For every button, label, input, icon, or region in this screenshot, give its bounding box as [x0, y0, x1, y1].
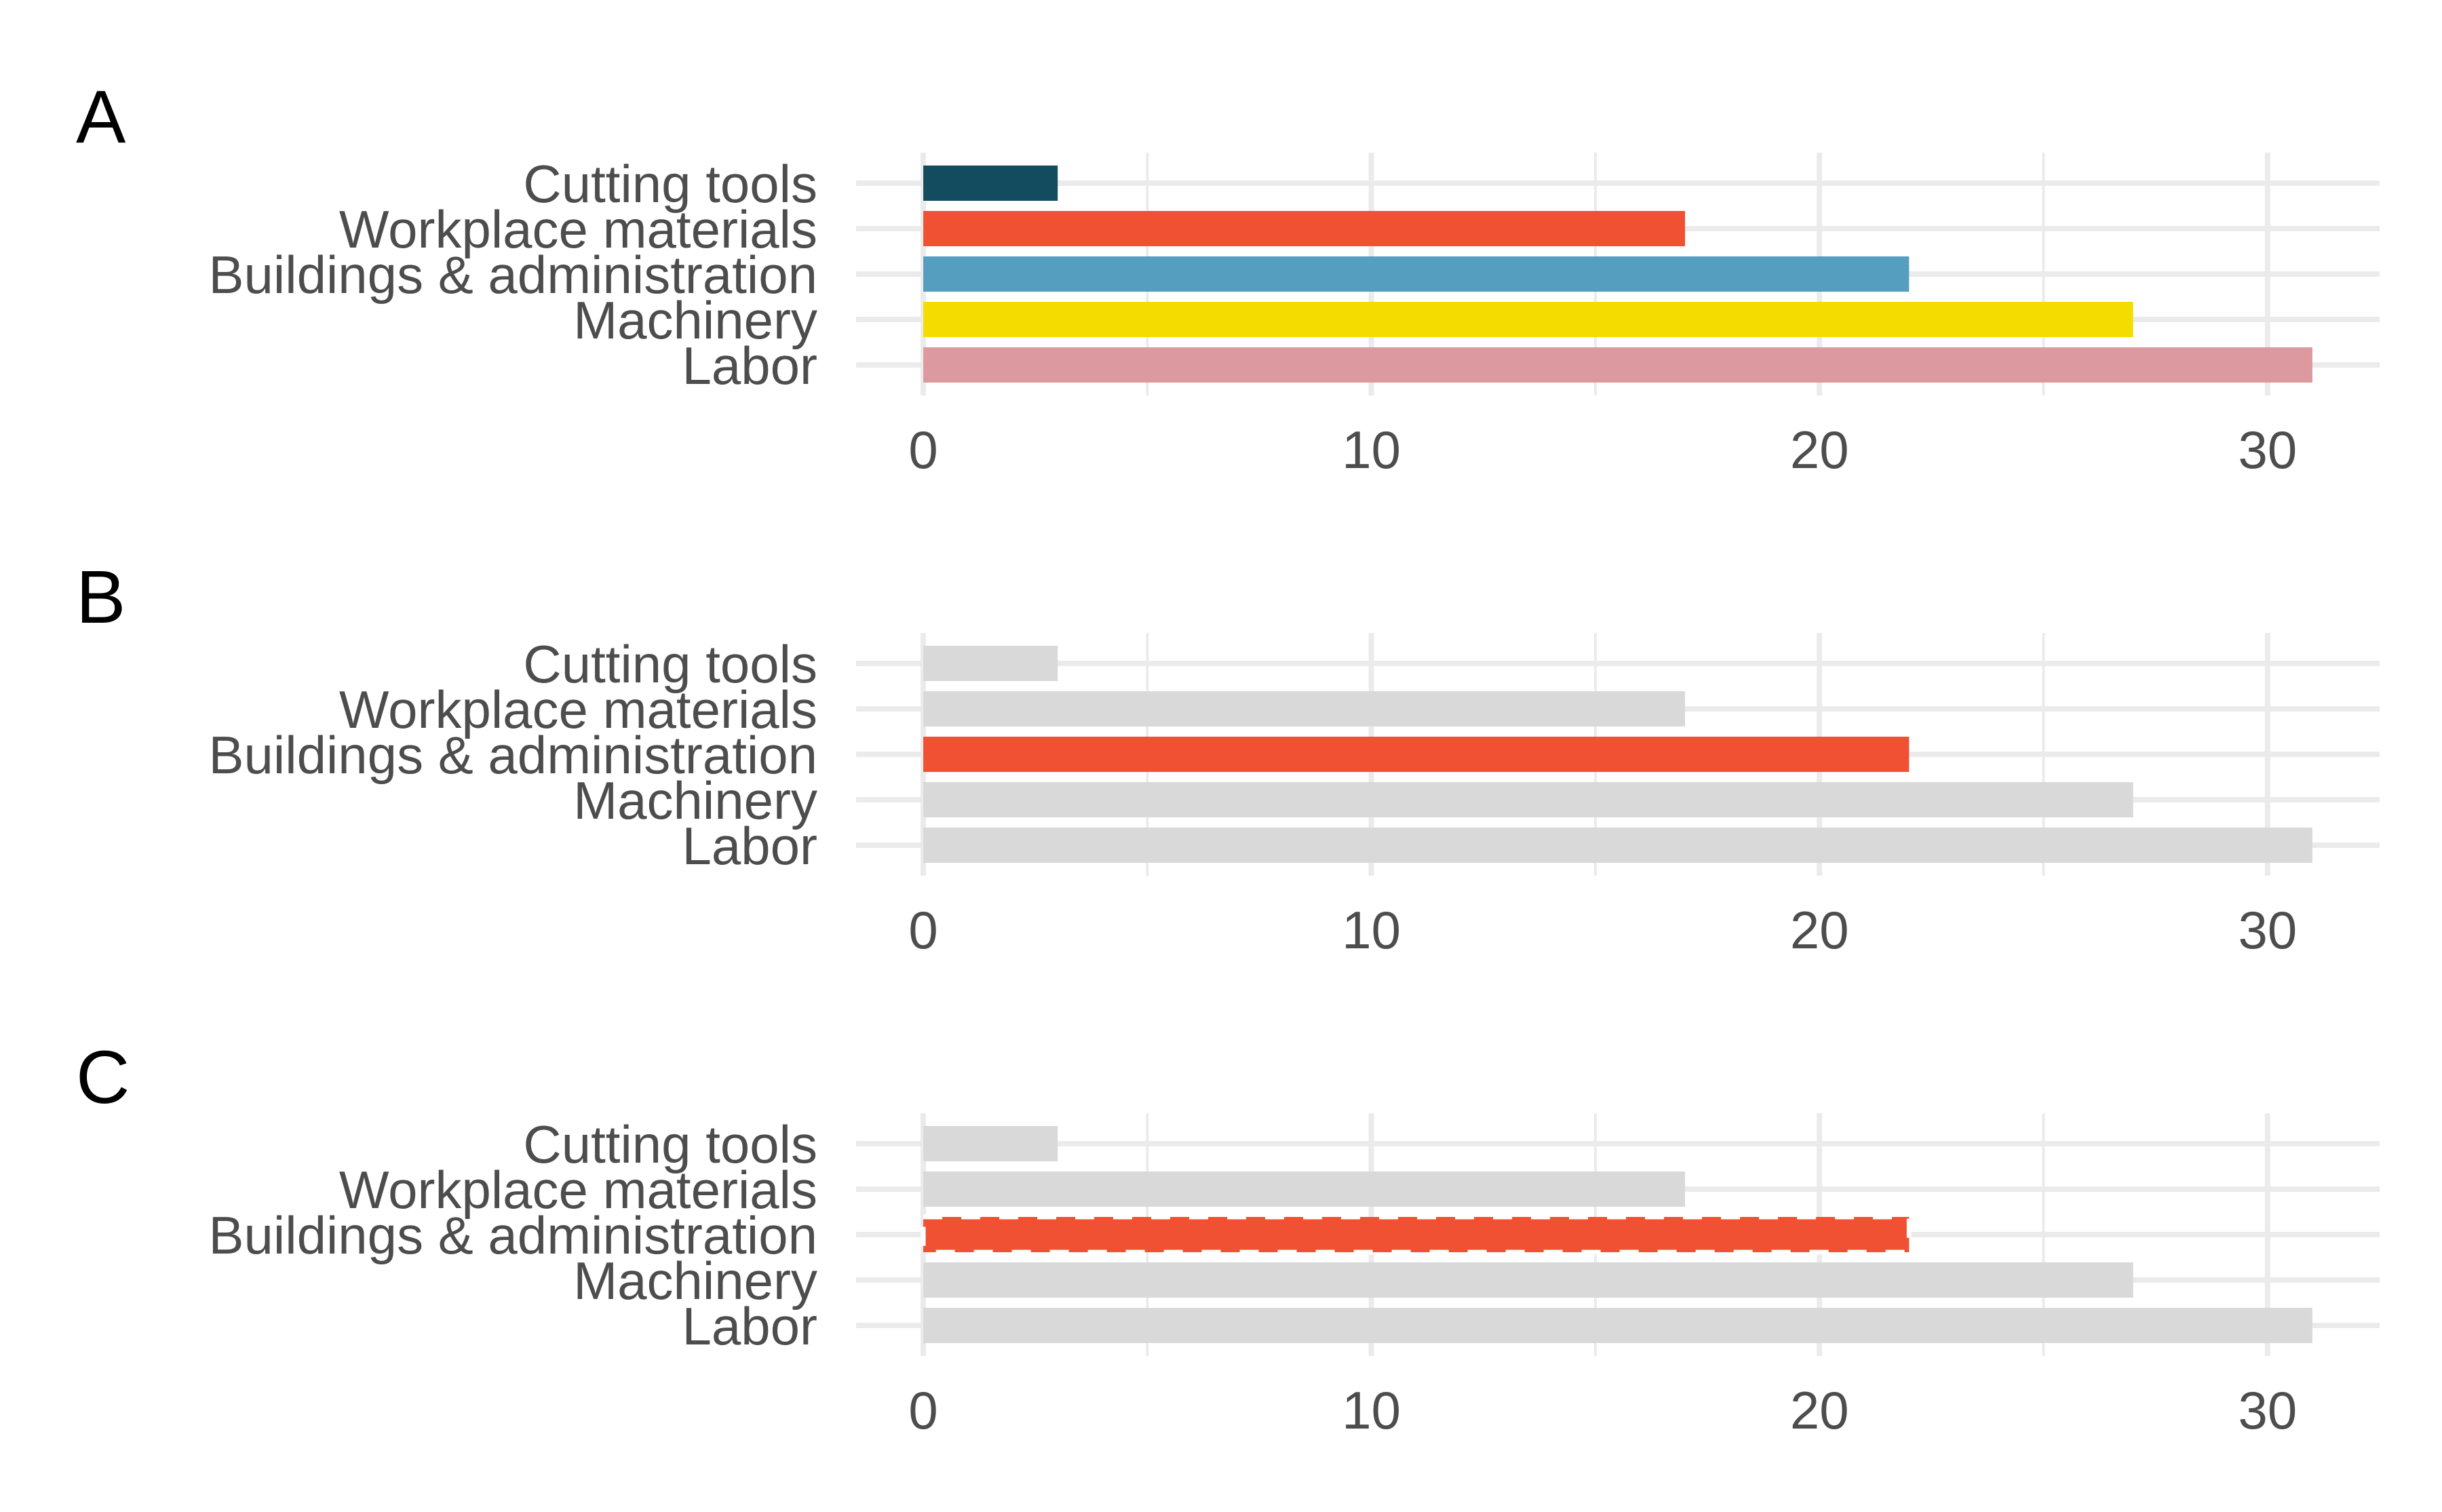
category-label-cutting-tools: Cutting tools [523, 1114, 817, 1174]
bar-buildings-and-administration [920, 1214, 1912, 1255]
x-tick-label: 0 [908, 420, 937, 480]
x-tick-label: 10 [1342, 900, 1401, 960]
x-tick-label: 0 [908, 1380, 937, 1440]
x-tick-label: 30 [2238, 420, 2297, 480]
bar-cutting-tools [923, 1126, 1058, 1161]
bar-labor [923, 828, 2312, 863]
x-tick-label: 30 [2238, 900, 2297, 960]
category-label-workplace-materials: Workplace materials [339, 680, 817, 739]
category-label-machinery: Machinery [573, 771, 817, 830]
category-label-workplace-materials: Workplace materials [339, 199, 817, 259]
x-tick-label: 20 [1790, 900, 1849, 960]
bar-workplace-materials [923, 1171, 1686, 1207]
category-label-workplace-materials: Workplace materials [339, 1160, 817, 1220]
bar-machinery [923, 1262, 2133, 1298]
x-tick-label: 0 [908, 900, 937, 960]
category-label-labor: Labor [682, 1296, 818, 1356]
category-label-buildings-and-administration: Buildings & administration [209, 725, 817, 785]
bar-buildings-and-administration [923, 737, 1910, 772]
bar-labor [923, 347, 2312, 383]
bar-labor [923, 1308, 2312, 1343]
panel-letter: B [76, 556, 125, 639]
category-label-buildings-and-administration: Buildings & administration [209, 245, 817, 305]
bar-machinery [923, 302, 2133, 337]
x-tick-label: 30 [2238, 1380, 2297, 1440]
category-label-labor: Labor [682, 816, 818, 876]
bar-machinery [923, 782, 2133, 817]
x-tick-label: 10 [1342, 420, 1401, 480]
panel-letter: A [76, 75, 126, 159]
panel-letter: C [76, 1036, 130, 1119]
bar-workplace-materials [923, 691, 1686, 726]
x-tick-label: 20 [1790, 1380, 1849, 1440]
category-label-cutting-tools: Cutting tools [523, 154, 817, 214]
category-label-cutting-tools: Cutting tools [523, 634, 817, 694]
category-label-machinery: Machinery [573, 1251, 817, 1311]
x-tick-label: 10 [1342, 1380, 1401, 1440]
category-label-machinery: Machinery [573, 290, 817, 350]
x-tick-label: 20 [1790, 420, 1849, 480]
category-label-labor: Labor [682, 336, 818, 395]
bar-cutting-tools [923, 646, 1058, 681]
bar-cutting-tools [923, 166, 1058, 201]
category-label-buildings-and-administration: Buildings & administration [209, 1205, 817, 1265]
bar-workplace-materials [923, 211, 1686, 246]
bar-buildings-and-administration [923, 256, 1910, 292]
